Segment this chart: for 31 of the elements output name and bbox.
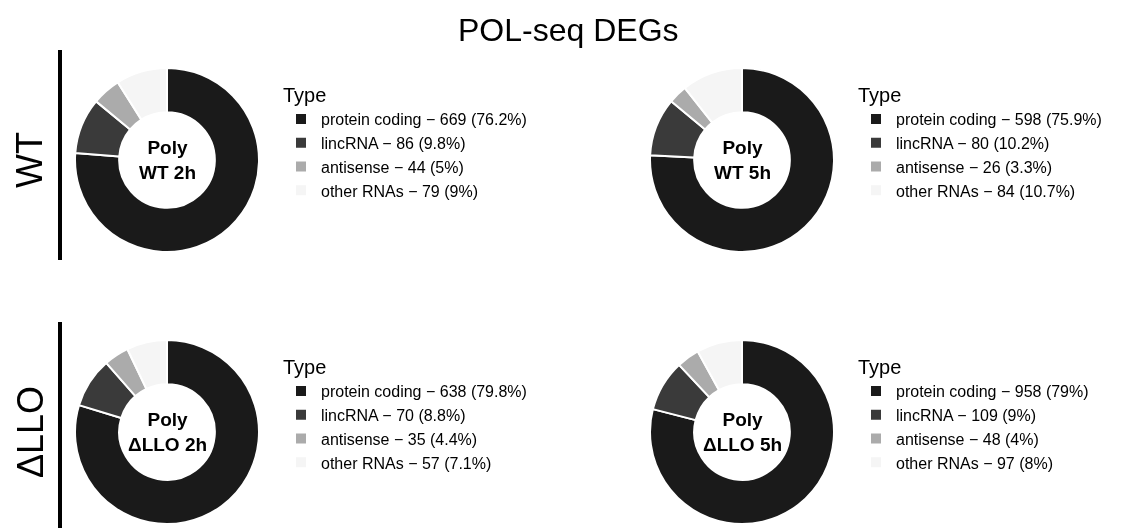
text: Poly ΔLLO 5h [703,409,783,455]
text: Poly WT 5h [714,137,771,183]
chart-title: POL-seq DEGs [458,12,679,48]
legend-label: antisense − 35 (4.4%) [321,430,478,448]
legend-label: antisense − 26 (3.3%) [896,158,1053,176]
legend-title: Type [283,84,327,106]
legend-label: antisense − 48 (4%) [896,430,1039,448]
legend-title: Type [858,356,902,378]
donut-slice [649,67,835,253]
donut-slice [649,339,835,525]
legend-label: protein coding − 638 (79.8%) [321,383,527,401]
legend-label: lincRNA − 109 (9%) [896,406,1037,424]
legend-title: Type [858,84,902,106]
legend-label: antisense − 44 (5%) [321,158,464,176]
legend-label: lincRNA − 86 (9.8%) [321,134,466,152]
donut-slice [74,67,260,253]
legend-label: lincRNA − 70 (8.8%) [321,406,466,424]
legend-label: other RNAs − 57 (7.1%) [321,454,492,472]
text: Poly WT 2h [139,137,196,183]
legend-title: Type [283,356,327,378]
legend-label: protein coding − 669 (76.2%) [321,111,527,129]
legend-label: other RNAs − 84 (10.7%) [896,182,1076,200]
legend-label: protein coding − 598 (75.9%) [896,111,1102,129]
legend-label: other RNAs − 79 (9%) [321,182,478,200]
text: Poly ΔLLO 2h [128,409,208,455]
text: WT [9,132,50,188]
legend-label: protein coding − 958 (79%) [896,383,1089,401]
donut-slice [74,339,260,525]
text: ΔLLO [10,385,51,478]
legend-label: other RNAs − 97 (8%) [896,454,1053,472]
legend-label: lincRNA − 80 (10.2%) [896,134,1050,152]
